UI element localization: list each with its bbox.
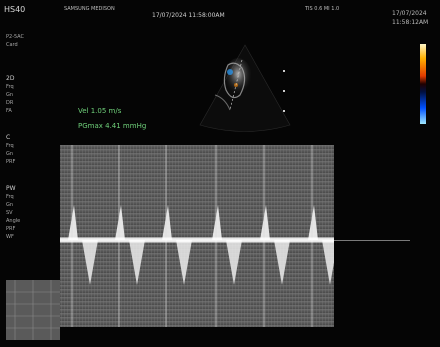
header-right-date: 17/07/2024 (392, 10, 427, 17)
doppler-spike-down (274, 240, 290, 285)
header-right-info: TIS 0.6 MI 1.0 (305, 6, 340, 12)
header-right-time: 11:58:12AM (392, 19, 429, 26)
section-2d-line: Gn (6, 92, 14, 98)
section-pw-line: PRF (6, 226, 16, 232)
section-2d-line: Frq (6, 84, 14, 90)
color-velocity-scale (420, 44, 426, 124)
section-pw-line: SV (6, 210, 13, 216)
doppler-spike-down (322, 240, 334, 285)
section-pw-title: PW (6, 185, 16, 192)
thumbnail-preview (6, 280, 60, 340)
section-pw-line: Angle (6, 218, 21, 224)
section-pw-line: Gn (6, 202, 14, 208)
doppler-baseline (334, 240, 410, 241)
echo-sector-image (199, 44, 291, 132)
spectral-doppler-trace (60, 145, 334, 327)
doppler-spike-up (212, 205, 222, 240)
section-pw-line: Frq (6, 194, 14, 200)
section-color-line: Gn (6, 151, 14, 157)
pressure-gradient-measurement: PGmax 4.41 mmHg (78, 122, 147, 130)
section-color-title: C (6, 134, 11, 141)
preset-label: Card (6, 42, 18, 48)
doppler-spike-up (68, 205, 78, 240)
section-color-line: Frq (6, 143, 14, 149)
doppler-spike-up (115, 205, 125, 240)
section-2d-title: 2D (6, 75, 15, 82)
section-pw-line: WF (6, 234, 14, 240)
velocity-measurement: Vel 1.05 m/s (78, 107, 122, 115)
section-2d-line: DR (6, 100, 14, 106)
doppler-spike-down (226, 240, 242, 285)
header-left-info: SAMSUNG MEDISON (64, 6, 115, 12)
doppler-spike-up (260, 205, 270, 240)
probe-label: P2-5AC (6, 34, 25, 40)
section-color-line: PRF (6, 159, 16, 165)
doppler-spike-down (176, 240, 192, 285)
doppler-spike-down (129, 240, 145, 285)
doppler-spike-up (308, 205, 318, 240)
section-2d-line: FA (6, 108, 12, 114)
doppler-spike-up (162, 205, 172, 240)
header-center-title: 17/07/2024 11:58:00AM (152, 12, 225, 19)
brand-label: HS40 (4, 5, 26, 14)
doppler-spike-down (82, 240, 98, 285)
